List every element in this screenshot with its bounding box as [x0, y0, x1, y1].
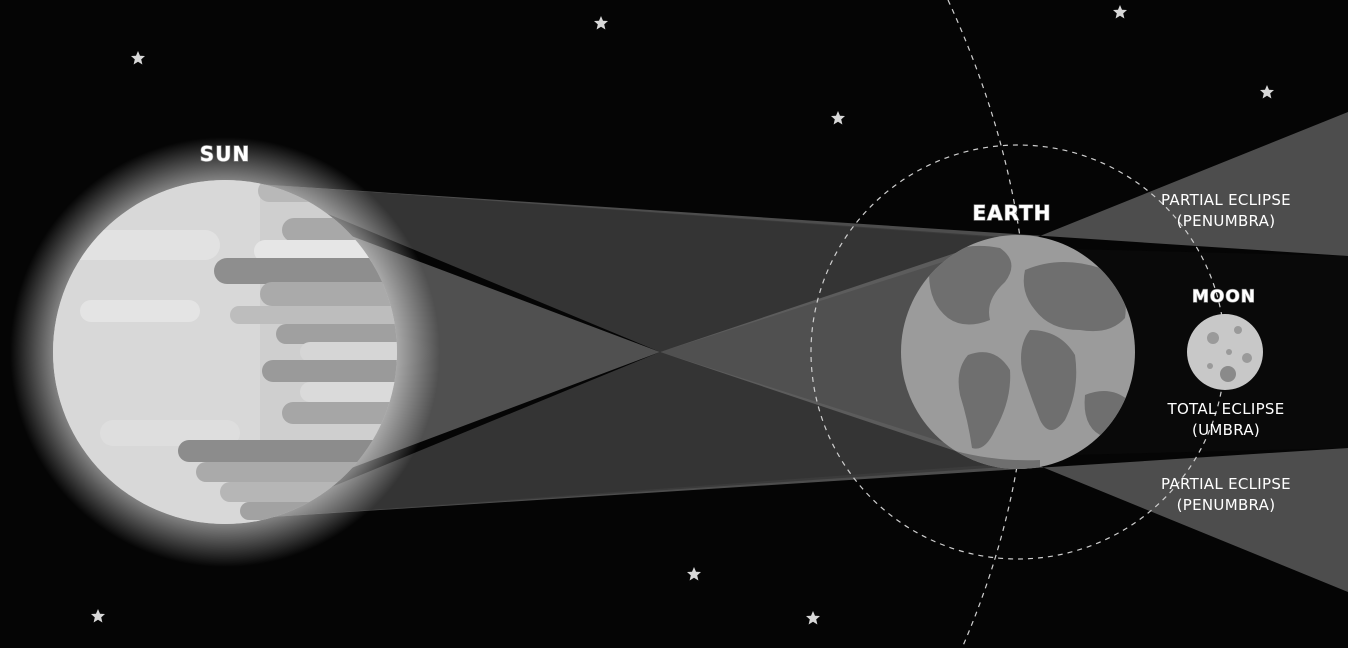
penumbra-top-line1: PARTIAL ECLIPSE [1161, 191, 1291, 209]
sun-label: SUN [200, 142, 250, 166]
star-icon [687, 567, 701, 581]
penumbra-top-line2: (PENUMBRA) [1177, 212, 1276, 230]
penumbra-bottom-line2: (PENUMBRA) [1177, 496, 1276, 514]
penumbra-cone-top [256, 112, 1348, 256]
earth [901, 235, 1135, 469]
star-icon [831, 111, 845, 125]
moon-craters [1207, 326, 1252, 382]
star-icon [594, 16, 608, 30]
star-icon [91, 609, 105, 623]
stars [91, 5, 1274, 625]
moon-disc [1187, 314, 1263, 390]
earth-orbit [947, 0, 1029, 648]
moon-label: MOON [1192, 287, 1256, 307]
star-icon [131, 51, 145, 65]
earth-label: EARTH [972, 201, 1051, 225]
moon [1187, 314, 1263, 390]
earth-continents [929, 245, 1128, 469]
sun-to-earth-upper-band [256, 184, 1018, 352]
sun-to-earth-lower-band [256, 352, 1018, 518]
star-icon [1260, 85, 1274, 99]
penumbra-cone-bottom [256, 448, 1348, 592]
cross-cone-right [660, 238, 1000, 466]
star-icon [1113, 5, 1127, 19]
umbra-line1: TOTAL ECLIPSE [1166, 400, 1284, 418]
sun [10, 137, 440, 567]
star-icon [806, 611, 820, 625]
umbra-line2: (UMBRA) [1192, 421, 1260, 439]
penumbra-bottom-line1: PARTIAL ECLIPSE [1161, 475, 1291, 493]
shadow-cones [256, 112, 1348, 592]
